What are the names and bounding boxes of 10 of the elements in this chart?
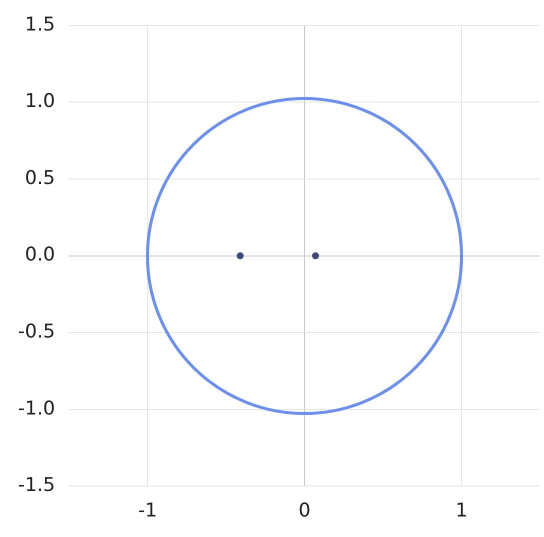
y-tick-label: 0.5 [24,166,56,189]
y-tick-label: 1.5 [24,13,56,36]
y-tick-label: -1.5 [18,474,56,496]
y-tick-label: -0.5 [18,320,56,343]
x-tick-label: 1 [455,500,468,522]
y-tick-label: 0.0 [24,244,56,266]
x-tick-label: -1 [138,500,158,522]
y-tick-label: 1.0 [24,90,56,112]
x-tick-label: 0 [298,500,311,522]
y-tick-label: -1.0 [18,397,56,420]
